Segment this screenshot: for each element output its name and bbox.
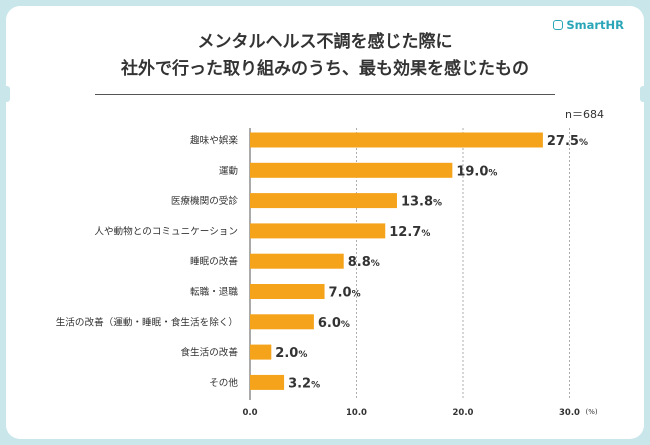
category-label: 人や動物とのコミュニケーション <box>94 225 238 237</box>
bar <box>250 284 325 299</box>
brand-name: SmartHR <box>566 18 624 32</box>
title-line-2: 社外で行った取り組みのうち、最も効果を感じたもの <box>121 59 529 79</box>
category-label: 食生活の改善 <box>180 347 238 359</box>
x-tick-label: 10.0 <box>346 408 367 418</box>
bar <box>250 162 453 178</box>
bar <box>250 314 314 330</box>
x-tick-label: 30.0 <box>559 408 580 418</box>
category-label: 生活の改善（運動・睡眠・食生活を除く） <box>56 316 238 328</box>
category-label: 医療機関の受診 <box>171 195 239 207</box>
bar <box>250 253 344 269</box>
value-label: 8.8% <box>348 255 380 270</box>
x-tick-label: 0.0 <box>242 408 257 418</box>
brand-logo: SmartHR <box>553 18 624 32</box>
title-divider <box>95 94 555 95</box>
category-label: その他 <box>209 377 238 389</box>
sample-size: n＝684 <box>565 108 604 121</box>
bar <box>250 193 397 209</box>
right-notch <box>640 86 647 102</box>
category-label: 運動 <box>219 166 238 177</box>
value-label: 27.5% <box>547 134 588 149</box>
value-label: 19.0% <box>456 164 497 179</box>
chart-title: メンタルヘルス不調を感じた際に 社外で行った取り組みのうち、最も効果を感じたもの <box>0 29 650 83</box>
value-label: 3.2% <box>288 376 320 391</box>
category-label: 趣味や娯楽 <box>190 135 238 147</box>
value-label: 12.7% <box>389 225 430 240</box>
value-label: 13.8% <box>401 195 442 210</box>
x-tick-label: 20.0 <box>453 408 474 418</box>
x-unit-label: (%) <box>586 408 598 416</box>
bar <box>250 374 285 390</box>
left-notch <box>3 86 10 102</box>
value-label: 6.0% <box>318 316 350 331</box>
category-label: 睡眠の改善 <box>190 256 238 268</box>
value-label: 2.0% <box>275 346 307 361</box>
bar <box>250 223 386 239</box>
chart-card <box>6 6 644 439</box>
category-label: 転職・退職 <box>190 287 238 298</box>
bar <box>250 344 272 360</box>
value-label: 7.0% <box>329 286 361 301</box>
brand-icon <box>553 20 564 30</box>
bar <box>250 132 543 148</box>
title-line-1: メンタルヘルス不調を感じた際に <box>197 32 453 52</box>
